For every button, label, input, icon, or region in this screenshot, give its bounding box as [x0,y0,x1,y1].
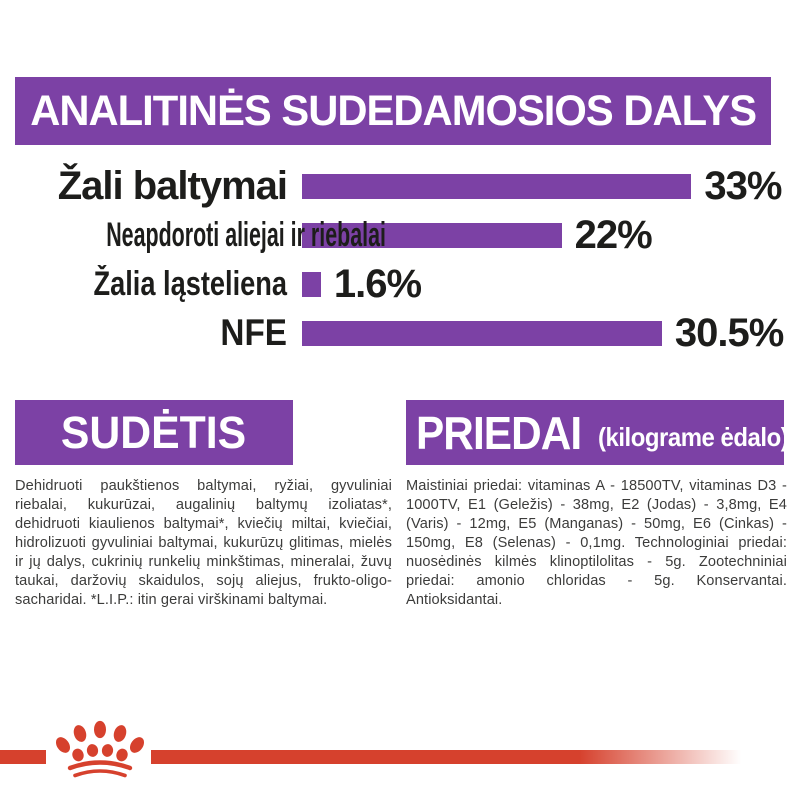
sudetis-title: SUDĖTIS [61,406,247,458]
priedai-title: PRIEDAI [416,406,582,459]
chart-value-label: 1.6% [333,261,422,306]
sudetis-body: Dehidruoti paukštienos baltymai, ryžiai,… [15,478,392,608]
chart-category-label: Žalia ląsteliena [93,264,287,303]
sudetis-header: SUDĖTIS [15,400,293,465]
chart-row: NFE 30.5% [0,309,800,357]
chart-bar [302,320,662,346]
chart-bar [302,173,692,199]
chart-bar [302,222,562,248]
analytical-constituents-title: ANALITINĖS SUDEDAMOSIOS DALYS [30,86,757,135]
chart-row: Žali baltymai 33% [0,162,800,210]
chart-category-label: NFE [220,312,287,353]
priedai-body: Maistiniai priedai: vitaminas A - 18500T… [406,478,787,608]
chart-value-label: 30.5% [674,310,784,355]
brand-stripe-right [151,750,800,764]
chart-category-label: Žali baltymai [57,163,288,208]
priedai-header: PRIEDAI (kilograme ėdalo) [406,400,788,465]
royal-canin-crown-logo [55,720,145,778]
chart-row: Žalia ląsteliena 1.6% [0,260,800,308]
priedai-subtitle: (kilograme ėdalo) [597,422,789,452]
chart-category-label: Neapdoroti aliejai ir riebalai [106,215,386,254]
analytical-constituents-header: ANALITINĖS SUDEDAMOSIOS DALYS [15,77,771,145]
chart-value-label: 22% [574,212,653,257]
chart-row: Neapdoroti aliejai ir riebalai 22% [0,211,800,259]
brand-stripe-left [0,750,46,764]
chart-bar [302,271,321,297]
chart-value-label: 33% [704,163,782,208]
